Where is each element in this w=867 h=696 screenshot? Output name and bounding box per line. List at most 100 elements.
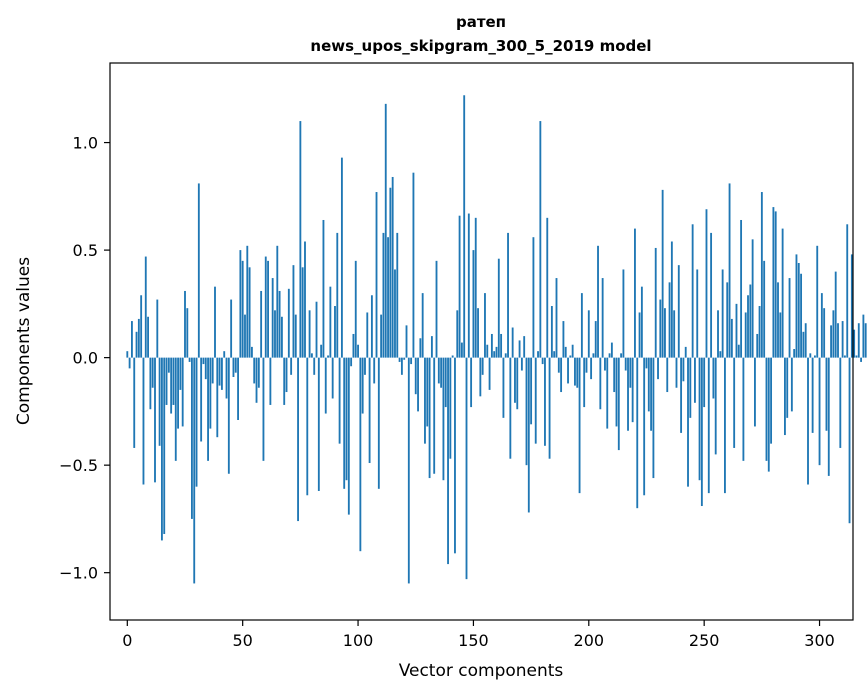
bar-117 bbox=[396, 232, 399, 358]
bar-294 bbox=[804, 323, 807, 358]
bar-38 bbox=[214, 286, 216, 358]
bar-90 bbox=[334, 306, 336, 358]
bar-111 bbox=[382, 232, 385, 358]
bar-37 bbox=[211, 357, 214, 384]
bar-198 bbox=[583, 357, 586, 408]
bar-188 bbox=[560, 357, 563, 393]
bar-21 bbox=[174, 357, 177, 461]
bar-189 bbox=[562, 321, 565, 358]
bar-10 bbox=[149, 357, 152, 410]
bar-138 bbox=[444, 357, 447, 408]
bar-231 bbox=[659, 299, 662, 358]
bar-237 bbox=[673, 310, 676, 358]
bar-109 bbox=[377, 357, 380, 489]
bar-75 bbox=[299, 121, 302, 358]
bar-64 bbox=[274, 310, 276, 358]
bar-36 bbox=[209, 357, 212, 429]
bar-263 bbox=[733, 357, 736, 448]
bar-272 bbox=[754, 357, 756, 427]
bar-320 bbox=[864, 323, 867, 358]
bar-145 bbox=[460, 342, 463, 358]
bar-311 bbox=[844, 355, 846, 358]
bar-230 bbox=[657, 357, 659, 380]
bar-155 bbox=[484, 293, 486, 358]
bar-265 bbox=[737, 344, 740, 358]
bar-134 bbox=[435, 260, 438, 358]
x-tick-label: 150 bbox=[458, 631, 489, 650]
bar-212 bbox=[615, 357, 618, 427]
bar-87 bbox=[327, 355, 329, 358]
bar-312 bbox=[846, 224, 849, 358]
bar-319 bbox=[862, 314, 865, 358]
bar-92 bbox=[338, 357, 341, 444]
bar-59 bbox=[262, 357, 265, 461]
bar-51 bbox=[244, 314, 246, 358]
bar-216 bbox=[624, 357, 627, 371]
bar-266 bbox=[740, 219, 743, 358]
bar-257 bbox=[719, 351, 722, 358]
bar-160 bbox=[495, 346, 498, 358]
bar-170 bbox=[518, 340, 521, 358]
bar-262 bbox=[730, 318, 733, 358]
bar-85 bbox=[322, 219, 325, 358]
bar-94 bbox=[343, 357, 346, 489]
bar-125 bbox=[414, 357, 417, 395]
bar-186 bbox=[555, 278, 558, 358]
bar-67 bbox=[280, 316, 283, 358]
bar-209 bbox=[608, 353, 611, 358]
bar-95 bbox=[345, 357, 348, 481]
y-axis-ticks: −1.0 −0.5 0.0 0.5 1.0 bbox=[59, 134, 110, 583]
bar-32 bbox=[200, 357, 203, 442]
bar-110 bbox=[380, 314, 383, 358]
bar-179 bbox=[539, 121, 542, 358]
bar-204 bbox=[597, 245, 599, 358]
bar-309 bbox=[839, 357, 842, 448]
bar-298 bbox=[814, 355, 816, 358]
bar-108 bbox=[375, 192, 378, 358]
bar-229 bbox=[654, 247, 657, 358]
bar-278 bbox=[767, 357, 770, 472]
bar-173 bbox=[525, 357, 528, 466]
bar-139 bbox=[447, 357, 449, 565]
bar-259 bbox=[724, 357, 726, 494]
bar-44 bbox=[227, 357, 230, 474]
bar-177 bbox=[534, 357, 537, 444]
bar-310 bbox=[841, 321, 844, 358]
bar-157 bbox=[488, 357, 491, 390]
bar-287 bbox=[788, 278, 791, 358]
bar-83 bbox=[317, 357, 320, 491]
bar-148 bbox=[467, 213, 470, 358]
bar-317 bbox=[857, 323, 860, 358]
x-axis-ticks: 0 50 100 150 200 250 300 bbox=[122, 620, 835, 650]
bar-72 bbox=[292, 265, 295, 358]
bar-23 bbox=[179, 357, 182, 390]
bar-20 bbox=[172, 357, 175, 405]
bar-26 bbox=[186, 308, 189, 358]
bar-172 bbox=[523, 336, 526, 358]
bar-106 bbox=[370, 295, 373, 358]
bar-199 bbox=[585, 357, 588, 373]
bar-6 bbox=[140, 295, 143, 358]
bar-207 bbox=[604, 357, 606, 371]
bar-302 bbox=[823, 308, 826, 358]
bar-211 bbox=[613, 357, 616, 393]
bar-284 bbox=[781, 228, 784, 358]
bar-261 bbox=[728, 183, 731, 358]
bar-190 bbox=[564, 346, 567, 358]
bar-299 bbox=[816, 245, 819, 358]
bar-104 bbox=[366, 312, 369, 358]
bar-285 bbox=[784, 357, 786, 436]
bar-102 bbox=[361, 357, 364, 414]
bar-74 bbox=[297, 357, 299, 522]
bar-224 bbox=[643, 357, 646, 496]
bar-1 bbox=[128, 357, 131, 369]
bar-57 bbox=[257, 357, 260, 388]
bar-130 bbox=[426, 357, 429, 427]
bar-118 bbox=[398, 357, 401, 362]
bar-163 bbox=[502, 357, 505, 418]
bar-316 bbox=[855, 355, 858, 358]
bar-246 bbox=[694, 357, 696, 403]
bar-30 bbox=[195, 357, 198, 487]
bar-140 bbox=[449, 357, 452, 459]
bar-45 bbox=[230, 299, 233, 358]
